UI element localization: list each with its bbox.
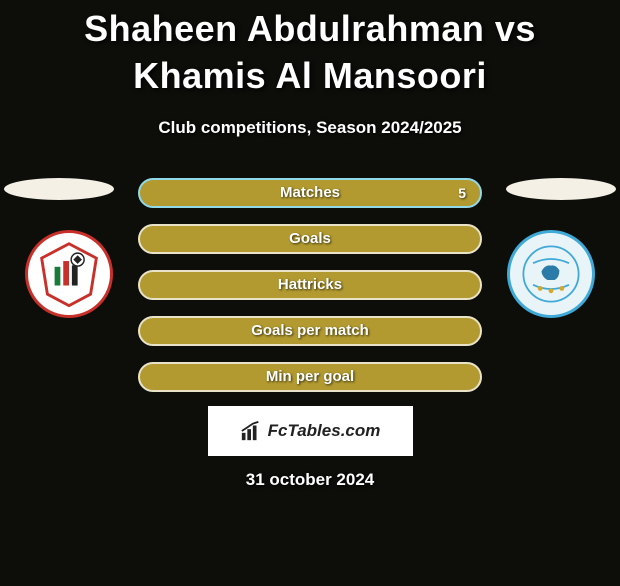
stats-column: Matches 5 Goals Hattricks Goals per match Min… — [138, 178, 482, 408]
stat-row: Hattricks — [138, 270, 482, 300]
stat-label: Goals per match — [251, 322, 369, 339]
player-left-oval — [4, 178, 114, 200]
stat-label: Matches — [280, 184, 340, 201]
page-title: Shaheen Abdulrahman vs Khamis Al Mansoor… — [0, 6, 620, 100]
footer-brand-badge: FcTables.com — [208, 406, 413, 456]
stat-label: Hattricks — [278, 276, 342, 293]
player-right-oval — [506, 178, 616, 200]
club-right-logo — [507, 230, 595, 318]
stat-row: Min per goal — [138, 362, 482, 392]
stat-right-value: 5 — [458, 185, 466, 201]
stat-row: Goals per match — [138, 316, 482, 346]
stat-label: Min per goal — [266, 368, 354, 385]
club-left-icon — [33, 238, 105, 310]
stat-label: Goals — [289, 230, 331, 247]
chart-icon — [240, 420, 262, 442]
subtitle: Club competitions, Season 2024/2025 — [0, 118, 620, 138]
footer-brand-text: FcTables.com — [268, 421, 381, 441]
stat-row: Matches 5 — [138, 178, 482, 208]
date-label: 31 october 2024 — [0, 470, 620, 490]
club-right-icon — [521, 244, 581, 304]
club-left-logo — [25, 230, 113, 318]
comparison-area: Matches 5 Goals Hattricks Goals per match Min… — [0, 178, 620, 398]
stat-row: Goals — [138, 224, 482, 254]
